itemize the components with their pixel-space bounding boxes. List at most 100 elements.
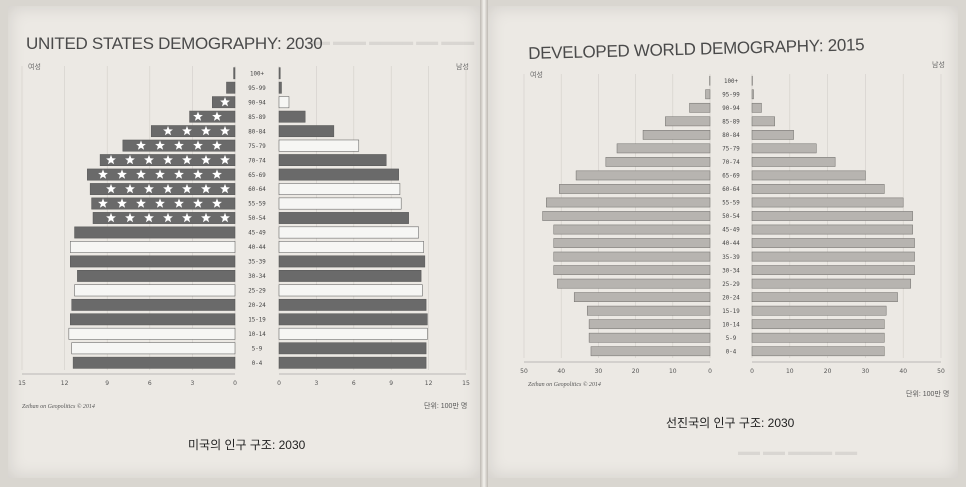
male-bar: [278, 67, 281, 80]
figure-caption: 선진국의 인구 구조: 2030: [666, 416, 795, 430]
male-bar: [278, 241, 424, 253]
female-bar: [588, 332, 711, 343]
male-bar: [751, 265, 915, 275]
male-bar: [751, 211, 913, 221]
male-bar: [278, 356, 427, 369]
male-bar: [751, 346, 885, 357]
age-group-label: 35-39: [248, 260, 266, 266]
age-group-label: 65-69: [248, 173, 266, 179]
star-mark: [193, 169, 203, 179]
female-bar: [91, 197, 236, 210]
male-bar: [751, 251, 915, 262]
star-mark: [201, 183, 211, 194]
female-bar: [588, 319, 711, 330]
female-bar: [542, 211, 711, 221]
age-group-label: 70-74: [722, 160, 740, 166]
age-group-label: 20-24: [722, 295, 740, 301]
female-bar: [665, 116, 711, 127]
age-group-label: 65-69: [722, 174, 740, 180]
star-mark: [174, 198, 184, 208]
star-mark: [182, 212, 192, 223]
male-bar: [278, 270, 422, 282]
x-tick-label: 6: [352, 380, 356, 387]
star-mark: [193, 198, 203, 208]
male-bar: [751, 157, 836, 167]
female-bar: [616, 143, 711, 154]
left-page: ▬▬ ▬▬▬ ▬▬▬▬ ▬▬ ▬▬▬ UNITED STATES DEMOGRA…: [8, 6, 480, 478]
star-mark: [201, 212, 211, 223]
x-tick-label: 30: [862, 368, 870, 375]
age-group-label: 10-14: [722, 322, 740, 328]
male-bar: [278, 342, 427, 355]
female-bar: [74, 284, 236, 297]
age-group-label: 55-59: [248, 202, 266, 208]
x-tick-label: 0: [277, 380, 281, 387]
age-group-label: 10-14: [248, 332, 266, 338]
female-bar: [70, 313, 236, 326]
female-bar: [557, 278, 711, 289]
star-mark: [163, 154, 173, 165]
female-bar: [72, 356, 236, 369]
female-bar: [575, 170, 711, 181]
male-bar: [278, 313, 428, 326]
female-bar: [71, 298, 236, 311]
age-group-label: 45-49: [248, 231, 266, 237]
star-mark: [98, 169, 108, 179]
star-mark: [117, 169, 127, 179]
male-bar: [751, 224, 913, 235]
chart-credit: Zeihan on Geopolitics © 2014: [528, 382, 601, 388]
right-page: DEVELOPED WORLD DEMOGRAPHY: 2015 여성 남성 0…: [488, 6, 958, 478]
star-mark: [220, 212, 230, 223]
female-bar: [553, 251, 711, 262]
female-bar: [77, 270, 236, 282]
chart-credit: Zeihan on Geopolitics © 2014: [22, 404, 95, 410]
male-bar: [278, 154, 387, 166]
female-bar: [705, 89, 711, 100]
male-bar: [751, 319, 885, 330]
star-mark: [155, 140, 165, 150]
star-mark: [136, 169, 146, 179]
star-mark: [125, 183, 135, 194]
star-mark: [201, 125, 211, 136]
age-group-label: 35-39: [722, 255, 740, 261]
male-bar: [278, 197, 402, 210]
x-tick-label: 10: [786, 368, 794, 375]
male-side-label: 남성: [456, 64, 469, 71]
male-bar: [751, 305, 887, 316]
star-mark: [220, 97, 230, 107]
x-tick-label: 12: [425, 380, 433, 387]
star-mark: [201, 154, 211, 165]
age-group-label: 40-44: [248, 245, 266, 251]
female-side-label: 여성: [28, 64, 41, 71]
star-mark: [174, 169, 184, 179]
age-group-label: 80-84: [248, 129, 266, 135]
x-tick-label: 0: [750, 368, 754, 375]
star-mark: [182, 154, 192, 165]
age-group-label: 95-99: [722, 92, 740, 98]
female-bar: [689, 102, 711, 113]
female-bar: [226, 81, 236, 94]
female-bar: [70, 241, 236, 253]
star-mark: [212, 169, 222, 179]
star-mark: [212, 198, 222, 208]
star-mark: [144, 183, 154, 194]
female-bar: [71, 342, 236, 355]
age-group-label: 50-54: [722, 214, 740, 220]
star-mark: [193, 111, 203, 121]
star-mark: [125, 154, 135, 165]
x-tick-label: 9: [105, 380, 109, 387]
x-tick-label: 20: [824, 368, 832, 375]
x-tick-label: 50: [520, 368, 528, 375]
female-bar: [150, 125, 236, 138]
female-bar: [546, 197, 711, 208]
male-bar: [278, 298, 427, 311]
star-mark: [155, 169, 165, 179]
male-bar: [278, 125, 335, 138]
star-mark: [163, 212, 173, 223]
age-group-label: 0-4: [252, 361, 263, 367]
age-group-label: 90-94: [248, 100, 266, 106]
star-mark: [193, 140, 203, 150]
age-group-label: 100+: [724, 79, 738, 85]
male-bar: [751, 184, 885, 194]
age-group-label: 90-94: [722, 106, 740, 112]
